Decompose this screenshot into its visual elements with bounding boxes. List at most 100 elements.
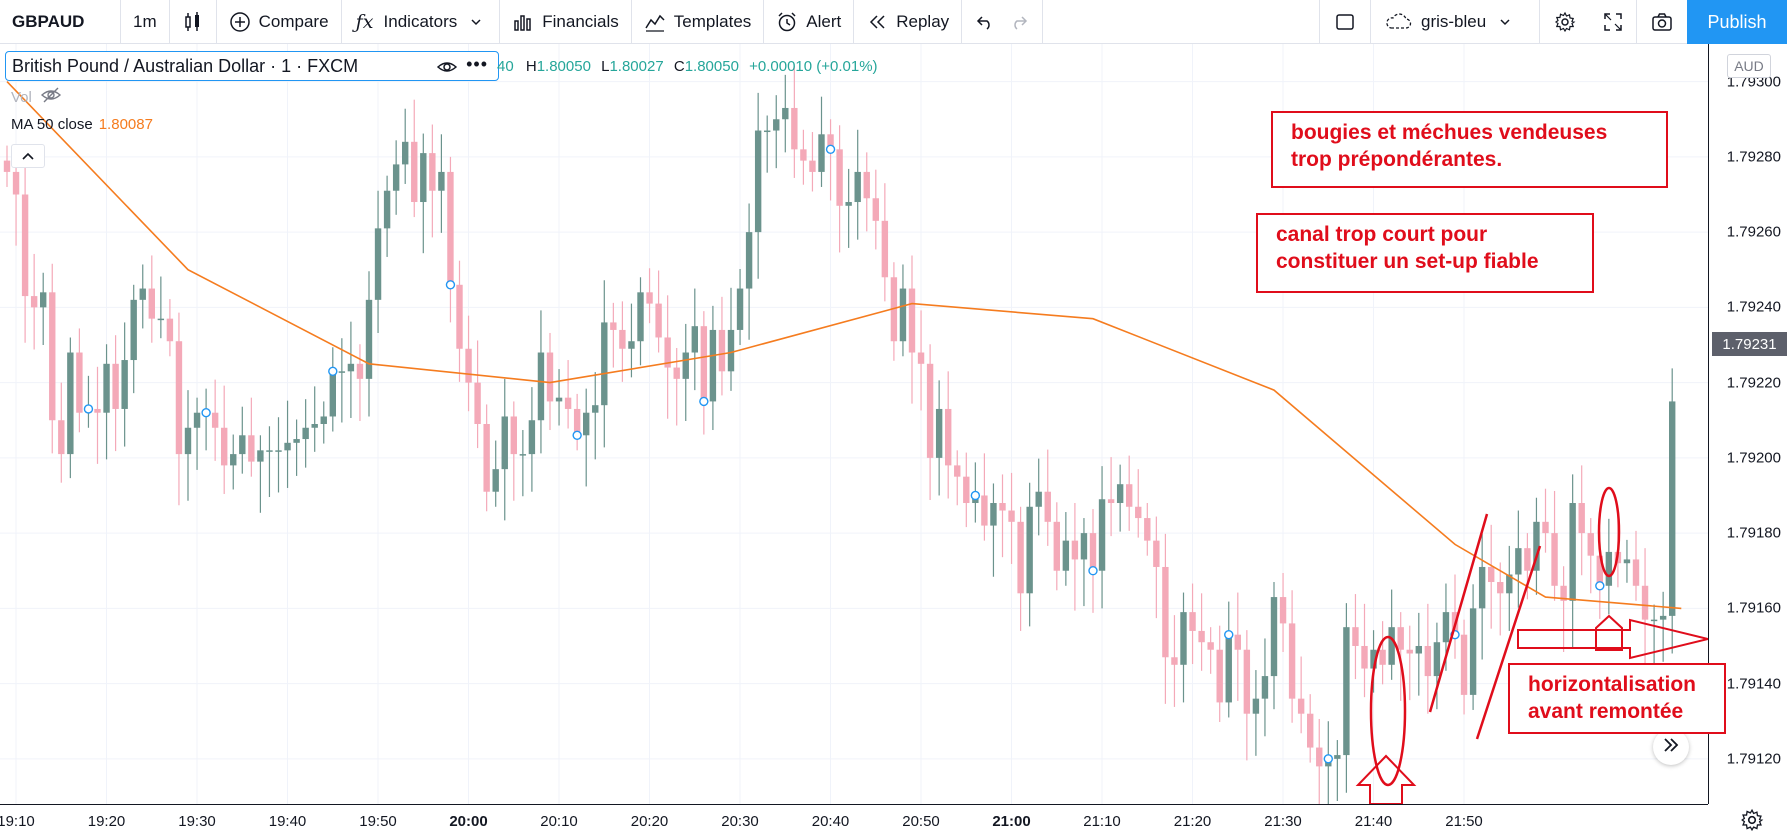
candle bbox=[1116, 464, 1124, 532]
volume-legend[interactable]: Vol bbox=[11, 86, 62, 108]
candle bbox=[1478, 533, 1486, 660]
candle bbox=[275, 417, 282, 493]
annotation-ellipse-left[interactable] bbox=[1369, 635, 1407, 787]
annotation-ellipse-right[interactable] bbox=[1597, 486, 1621, 578]
candles-icon bbox=[182, 11, 204, 33]
candle bbox=[1044, 449, 1051, 546]
time-tick-label: 19:10 bbox=[0, 813, 35, 830]
candle-body bbox=[1578, 503, 1585, 534]
candle-body bbox=[12, 171, 20, 195]
more-icon[interactable]: ••• bbox=[466, 54, 488, 74]
arrow-up-shape[interactable] bbox=[1355, 754, 1417, 804]
candle bbox=[248, 397, 255, 477]
event-marker[interactable] bbox=[1088, 566, 1098, 576]
compare-button[interactable]: Compare bbox=[217, 0, 341, 44]
toolbar-divider bbox=[853, 0, 855, 44]
candle bbox=[854, 129, 861, 240]
undo-button[interactable] bbox=[962, 0, 1008, 44]
time-axis[interactable]: 19:10 19:20 19:30 19:40 19:50 20:00 20:10 20:20… bbox=[0, 804, 1708, 839]
event-marker[interactable] bbox=[1323, 754, 1334, 764]
candle-body bbox=[302, 427, 309, 440]
candle-body bbox=[1469, 608, 1477, 695]
candle-body bbox=[1632, 559, 1640, 586]
publish-button[interactable]: Publish bbox=[1687, 0, 1787, 44]
layout-select-button[interactable] bbox=[1320, 0, 1370, 44]
currency-button[interactable]: AUD bbox=[1727, 54, 1771, 78]
annotation-line: canal trop court pour bbox=[1276, 223, 1488, 246]
replay-button[interactable]: Replay bbox=[854, 0, 961, 44]
candle bbox=[809, 132, 816, 192]
candle bbox=[1506, 545, 1513, 631]
event-marker[interactable] bbox=[825, 144, 836, 155]
candle bbox=[392, 140, 400, 215]
candle bbox=[1144, 503, 1151, 556]
settings-button[interactable] bbox=[1540, 0, 1590, 44]
candle bbox=[1560, 566, 1567, 652]
eye-icon[interactable] bbox=[436, 56, 458, 83]
plus-circle-icon bbox=[229, 11, 251, 33]
time-tick-label: 21:50 bbox=[1445, 813, 1483, 830]
toolbar-divider bbox=[1370, 0, 1371, 44]
ma-legend[interactable]: MA 50 close 1.80087 bbox=[11, 116, 153, 133]
chart-type-button[interactable] bbox=[170, 0, 216, 44]
eye-hidden-icon[interactable] bbox=[40, 86, 62, 108]
candle-body bbox=[112, 363, 119, 409]
toolbar-divider bbox=[168, 0, 170, 44]
candle bbox=[329, 347, 336, 432]
save-layout-button[interactable]: gris-bleu bbox=[1371, 0, 1539, 44]
event-marker[interactable] bbox=[201, 408, 211, 418]
candle bbox=[981, 453, 988, 541]
templates-button[interactable]: Templates bbox=[632, 0, 763, 44]
time-tick-label: 19:50 bbox=[359, 813, 397, 830]
snapshot-button[interactable] bbox=[1637, 0, 1687, 44]
financials-button[interactable]: Financials bbox=[500, 0, 631, 44]
price-tick-label: 1.79140 bbox=[1726, 675, 1781, 693]
event-marker[interactable] bbox=[1595, 581, 1605, 591]
candle bbox=[519, 430, 527, 497]
candle bbox=[338, 338, 346, 423]
toolbar-divider bbox=[961, 0, 963, 44]
event-marker[interactable] bbox=[1224, 629, 1234, 640]
redo-icon bbox=[1008, 11, 1030, 33]
symbol-legend[interactable]: British Pound / Australian Dollar · 1 · … bbox=[5, 51, 499, 81]
top-toolbar: GBPAUD 1m Compare ƒx Indicators Financia… bbox=[0, 0, 1787, 44]
time-tick-label: 20:50 bbox=[902, 813, 940, 830]
event-marker[interactable] bbox=[445, 280, 456, 290]
chevron-down-icon[interactable] bbox=[1494, 11, 1516, 33]
event-marker[interactable] bbox=[572, 430, 582, 440]
collapse-legend-button[interactable] bbox=[11, 144, 45, 168]
ohlc-values: 40 H1.80050 L1.80027 C1.80050 +0.00010 (… bbox=[497, 58, 878, 75]
indicators-button[interactable]: ƒx Indicators bbox=[342, 0, 500, 44]
event-marker[interactable] bbox=[699, 396, 709, 407]
candle-body bbox=[1623, 559, 1631, 564]
annotation-note-channel[interactable]: canal trop court pour constituer un set-… bbox=[1256, 213, 1594, 293]
axis-settings-button[interactable] bbox=[1740, 808, 1766, 834]
candle-body bbox=[782, 107, 789, 120]
channel-line-upper[interactable] bbox=[1475, 545, 1542, 740]
candle-body bbox=[103, 363, 110, 413]
fullscreen-icon bbox=[1602, 11, 1624, 33]
redo-button[interactable] bbox=[1008, 0, 1042, 44]
candle-body bbox=[76, 352, 83, 413]
interval-button[interactable]: 1m bbox=[133, 11, 157, 31]
price-chart[interactable] bbox=[0, 44, 1708, 804]
event-marker[interactable] bbox=[328, 366, 338, 377]
scroll-to-realtime-button[interactable] bbox=[1653, 729, 1689, 765]
event-marker[interactable] bbox=[970, 490, 981, 501]
candle-body bbox=[628, 341, 635, 349]
annotation-note-sellers[interactable]: bougies et méchues vendeuses trop prépon… bbox=[1271, 111, 1668, 188]
chevron-down-icon[interactable] bbox=[465, 11, 487, 33]
fullscreen-button[interactable] bbox=[1590, 0, 1636, 44]
candle bbox=[718, 296, 726, 396]
chart-grid bbox=[0, 44, 1708, 804]
arrow-right-shape[interactable] bbox=[1517, 618, 1708, 660]
annotation-note-horizontal[interactable]: horizontalisation avant remontée bbox=[1508, 663, 1726, 734]
arrow-up-shape-right[interactable] bbox=[1595, 614, 1623, 651]
candle bbox=[103, 344, 110, 460]
candle bbox=[619, 301, 626, 382]
candle-body bbox=[1433, 642, 1441, 677]
alert-button[interactable]: Alert bbox=[764, 0, 853, 44]
channel-line-lower[interactable] bbox=[1428, 513, 1489, 713]
symbol-search-button[interactable]: GBPAUD bbox=[12, 11, 85, 31]
event-marker[interactable] bbox=[83, 404, 94, 414]
